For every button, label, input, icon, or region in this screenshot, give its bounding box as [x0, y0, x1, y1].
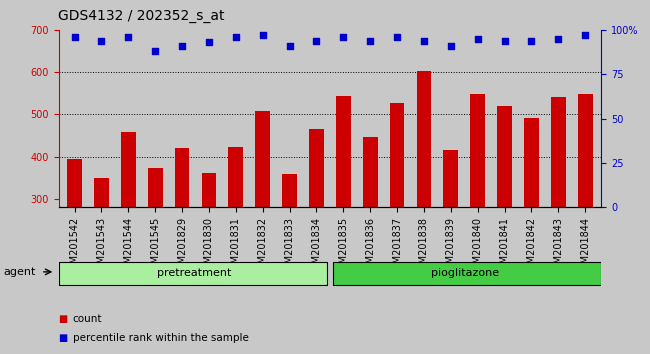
Bar: [202, 172, 216, 325]
Text: GDS4132 / 202352_s_at: GDS4132 / 202352_s_at: [58, 9, 225, 23]
Point: [446, 43, 456, 49]
Bar: [175, 148, 190, 325]
Bar: [58, 262, 327, 285]
Point: [473, 36, 483, 42]
Bar: [228, 147, 243, 325]
Bar: [94, 178, 109, 325]
Text: count: count: [73, 314, 102, 324]
Text: percentile rank within the sample: percentile rank within the sample: [73, 333, 249, 343]
Bar: [309, 129, 324, 325]
Point: [123, 34, 133, 40]
Point: [392, 34, 402, 40]
Point: [177, 43, 187, 49]
Point: [419, 38, 429, 44]
Bar: [282, 174, 297, 325]
Point: [70, 34, 80, 40]
Point: [284, 43, 294, 49]
Point: [499, 38, 510, 44]
Point: [553, 36, 564, 42]
Point: [96, 38, 107, 44]
Point: [338, 34, 348, 40]
Bar: [336, 96, 351, 325]
Bar: [67, 159, 82, 325]
Bar: [443, 150, 458, 325]
Bar: [524, 118, 539, 325]
Bar: [255, 112, 270, 325]
Text: pretreatment: pretreatment: [157, 268, 231, 279]
Point: [203, 40, 214, 45]
Point: [231, 34, 241, 40]
Bar: [470, 94, 485, 325]
Bar: [389, 103, 404, 325]
Bar: [497, 106, 512, 325]
Text: ■: ■: [58, 333, 68, 343]
Bar: [417, 72, 432, 325]
Bar: [333, 262, 601, 285]
Bar: [363, 137, 378, 325]
Bar: [578, 94, 593, 325]
Text: ■: ■: [58, 314, 68, 324]
Bar: [551, 97, 566, 325]
Point: [311, 38, 322, 44]
Point: [526, 38, 537, 44]
Point: [257, 33, 268, 38]
Bar: [121, 132, 136, 325]
Point: [150, 48, 161, 54]
Text: pioglitazone: pioglitazone: [432, 268, 500, 279]
Bar: [148, 168, 162, 325]
Point: [365, 38, 376, 44]
Point: [580, 33, 590, 38]
Text: agent: agent: [3, 267, 36, 277]
